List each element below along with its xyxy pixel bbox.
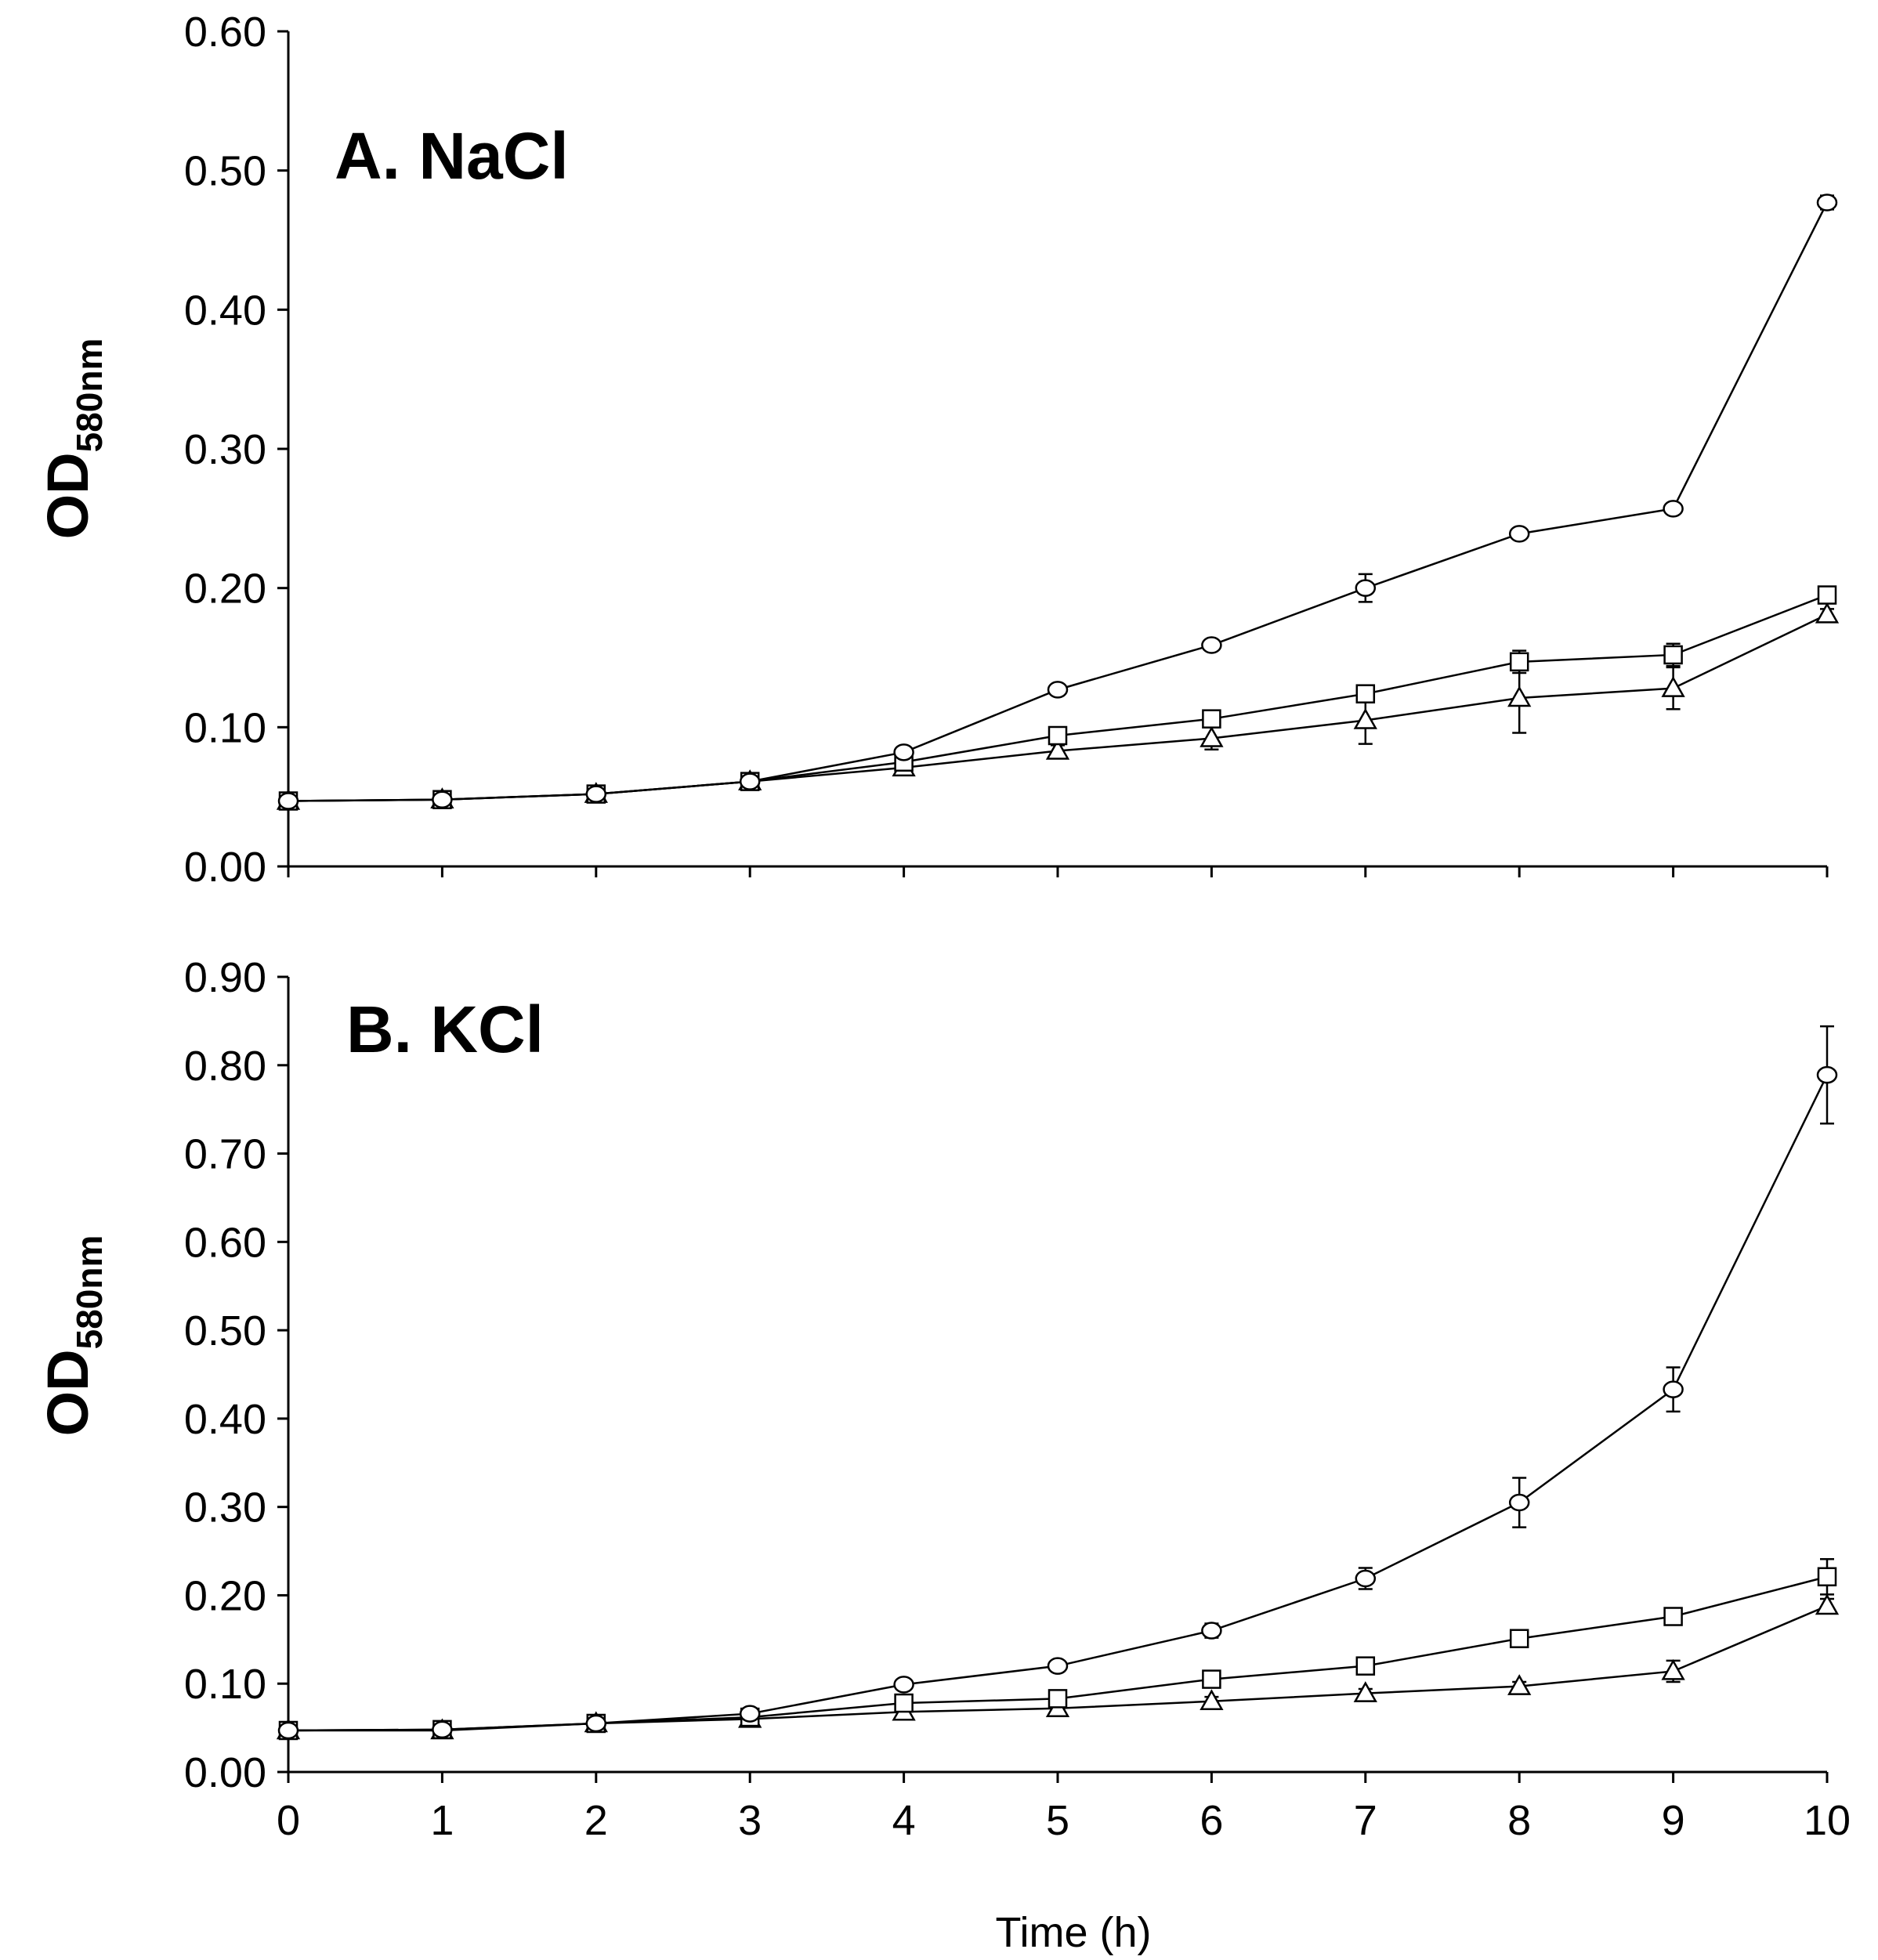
panel-a-y-tick-label: 0.30	[184, 426, 266, 473]
panel-b-x-tick-label: 1	[430, 1797, 454, 1844]
panel-a-series-circle-point	[1201, 636, 1222, 654]
panel-a-series-circle-point	[1816, 193, 1838, 212]
panel-a-y-tick-label: 0.00	[184, 844, 266, 891]
panel-b-y-tick-label: 0.00	[184, 1749, 266, 1796]
panel-b-x-tick-label: 3	[738, 1797, 762, 1844]
panel-b-y-tick-label: 0.30	[184, 1484, 266, 1531]
panel-a-series-square-point	[1509, 652, 1529, 672]
panel-a-y-axis-title-main: OD	[35, 452, 100, 539]
panel-a-series-circle-point	[1663, 500, 1684, 518]
svg-text:OD580nm: OD580nm	[35, 338, 110, 540]
panel-b-series-circle-point	[432, 1720, 453, 1739]
panel-b-series-circle-line	[288, 1074, 1829, 1732]
panel-b-x-tick-label: 5	[1046, 1797, 1069, 1844]
panel-b-title: B. KCl	[346, 993, 544, 1066]
panel-a-y-tick-label: 0.20	[184, 566, 266, 613]
panel-b-y-tick-label: 0.80	[184, 1043, 266, 1090]
panel-a-series-circle-point	[585, 785, 607, 803]
panel-a-series-triangle-point	[1507, 685, 1532, 707]
panel-b-y-tick-label: 0.70	[184, 1131, 266, 1178]
panel-a-series-square-point	[1663, 645, 1683, 665]
panel-b-y-tick-label: 0.90	[184, 954, 266, 1001]
panel-b-series-square-point	[1355, 1656, 1376, 1676]
panel-a-series-circle-point	[893, 743, 914, 761]
panel-b-series-triangle-point	[1661, 1658, 1685, 1680]
panel-a-y-tick-label: 0.40	[184, 287, 266, 334]
panel-a-y-axis-title: OD580nm	[35, 338, 110, 540]
panel-a-series-circle-point	[1047, 681, 1069, 699]
panel-b: B. KCl OD580nm 0.000.100.200.300.400.500…	[35, 954, 1851, 1956]
panel-b-series-circle-point	[585, 1714, 607, 1733]
panel-b-series-triangle-point	[1353, 1681, 1377, 1702]
panel-b-series-square-point	[1663, 1607, 1683, 1626]
panel-b-series-square-point	[1509, 1629, 1529, 1648]
panel-b-y-axis-title-main: OD	[35, 1349, 100, 1436]
panel-a-series-circle-point	[277, 792, 299, 810]
panel-a-series-circle-point	[739, 772, 761, 790]
panel-b-series-circle-point	[1508, 1493, 1530, 1512]
panel-b-y-tick-label: 0.50	[184, 1307, 266, 1354]
panel-a-series-square-point	[1202, 709, 1221, 729]
panel-b-x-tick-label: 6	[1200, 1797, 1223, 1844]
panel-a-series-triangle-point	[1045, 738, 1070, 760]
svg-text:OD580nm: OD580nm	[35, 1235, 110, 1437]
panel-b-series-circle-point	[1355, 1569, 1377, 1588]
panel-b-x-tick-label: 4	[892, 1797, 916, 1844]
panel-a-y-tick-label: 0.10	[184, 704, 266, 751]
panel-b-x-tick-label: 7	[1354, 1797, 1377, 1844]
panel-a-series-triangle-point	[1661, 676, 1685, 697]
panel-b-series-triangle-point	[1815, 1593, 1840, 1615]
panel-b-y-tick-label: 0.60	[184, 1219, 266, 1266]
panel-a-series-circle-point	[1508, 525, 1530, 543]
panel-b-x-tick-label: 2	[584, 1797, 608, 1844]
panel-b-x-tick-label: 9	[1662, 1797, 1685, 1844]
panel-b-plot: 0.00 0.10 0.20 0.30 0.40 0.50 0.60 0.70 0.80 0.90…	[184, 954, 1851, 1844]
panel-b-x-tick-label: 8	[1507, 1797, 1531, 1844]
panel-a-series-triangle-line	[288, 613, 1828, 802]
panel-b-x-tick-label: 0	[277, 1797, 300, 1844]
panel-b-series-circle-point	[1663, 1380, 1684, 1398]
panel-b-series-circle-point	[893, 1676, 914, 1694]
panel-b-y-tick-label: 0.10	[184, 1661, 266, 1708]
panel-a-series-circle-point	[1355, 579, 1377, 597]
panel-a-series-circle-line	[288, 201, 1829, 802]
panel-b-series-square-point	[894, 1693, 914, 1713]
panel-a-series-triangle-point	[1200, 726, 1224, 747]
panel-a-y-tick-label: 0.60	[184, 9, 266, 56]
panel-b-series-circle-point	[1816, 1065, 1838, 1084]
panel-a-series-square-point	[1817, 585, 1837, 605]
panel-b-y-axis-title-subscript: 580nm	[69, 1235, 110, 1350]
panel-b-y-axis-title: OD580nm	[35, 1235, 110, 1437]
panel-a-title: A. NaCl	[335, 119, 569, 193]
panel-b-series-square-point	[1048, 1689, 1068, 1709]
panel-b-y-tick-label: 0.40	[184, 1396, 266, 1443]
panel-b-series-triangle-point	[1507, 1674, 1532, 1695]
panel-a-series-square-point	[1355, 684, 1376, 703]
panel-a-series-circle-point	[432, 790, 453, 808]
panel-a-plot: 0.00 0.10 0.20 0.30 0.40 0.50 0.60	[184, 9, 1840, 891]
panel-a-y-axis-title-subscript: 580nm	[69, 338, 110, 453]
panel-a-y-tick-label: 0.50	[184, 148, 266, 195]
panel-a-series-triangle-point	[1815, 602, 1840, 624]
panel-b-series-circle-point	[739, 1705, 761, 1723]
panel-b-series-circle-point	[1047, 1657, 1069, 1675]
x-axis-title: Time (h)	[996, 1909, 1152, 1956]
panel-b-series-circle-point	[277, 1721, 299, 1740]
panel-b-y-tick-label: 0.20	[184, 1572, 266, 1619]
panel-a-series-triangle-point	[1353, 707, 1377, 729]
panel-a: A. NaCl OD580nm 0.00 0.10 0.20 0.30 0.40 0.50…	[35, 9, 1840, 891]
panel-b-series-square-point	[1817, 1567, 1837, 1587]
panel-b-series-circle-point	[1201, 1622, 1222, 1640]
panel-b-series-triangle-point	[1200, 1689, 1224, 1711]
panel-b-series-square-point	[1202, 1669, 1221, 1689]
panel-b-x-tick-label: 10	[1804, 1797, 1851, 1844]
panel-a-series-square-point	[1048, 725, 1068, 746]
